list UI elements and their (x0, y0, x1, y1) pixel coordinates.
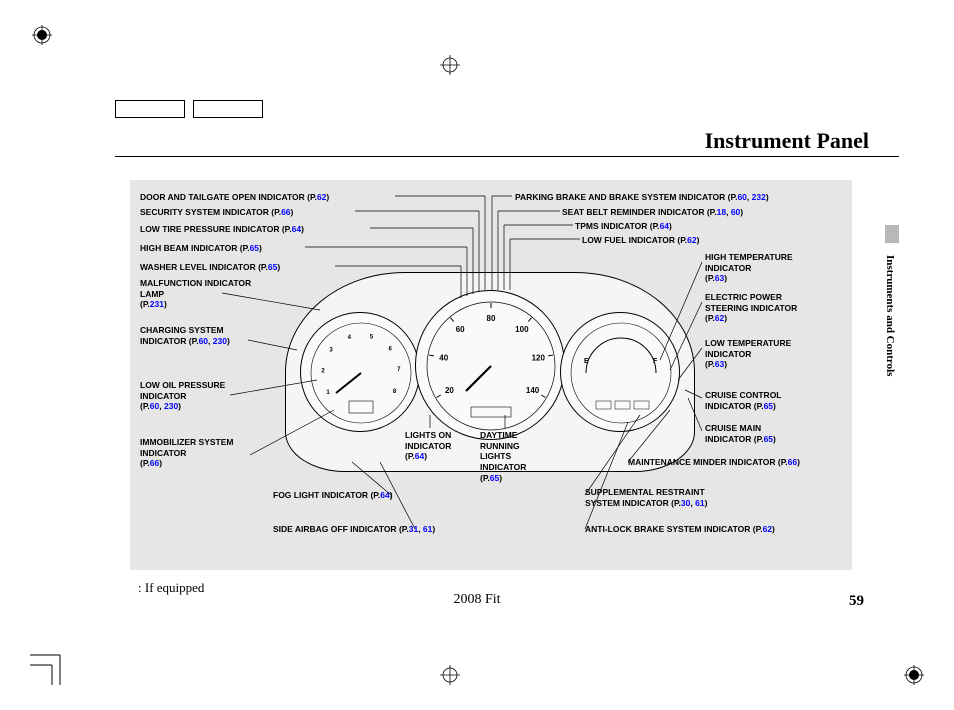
svg-text:7: 7 (397, 367, 401, 373)
indicator-label: MAINTENANCE MINDER INDICATOR (P.66) (628, 457, 800, 468)
svg-text:40: 40 (439, 354, 448, 363)
page-number: 59 (849, 593, 864, 610)
svg-text:60: 60 (456, 325, 465, 334)
indicator-label: ELECTRIC POWERSTEERING INDICATOR(P.62) (705, 292, 797, 324)
indicator-label: CRUISE CONTROLINDICATOR (P.65) (705, 390, 782, 411)
indicator-label: FOG LIGHT INDICATOR (P.64) (273, 490, 393, 501)
title-rule (115, 156, 899, 157)
svg-text:8: 8 (393, 389, 397, 395)
indicator-label: MALFUNCTION INDICATORLAMP(P.231) (140, 278, 251, 310)
speedometer-gauge: 20 40 60 80 100 120 140 (415, 290, 565, 440)
page-title: Instrument Panel (705, 128, 869, 154)
svg-text:120: 120 (532, 354, 546, 363)
indicator-label: WASHER LEVEL INDICATOR (P.65) (140, 262, 280, 273)
svg-text:4: 4 (348, 335, 352, 341)
svg-text:2: 2 (321, 368, 325, 374)
indicator-label: DOOR AND TAILGATE OPEN INDICATOR (P.62) (140, 192, 329, 203)
crop-mark-bc (440, 665, 460, 690)
indicator-label: CHARGING SYSTEMINDICATOR (P.60, 230) (140, 325, 230, 346)
svg-text:5: 5 (370, 334, 374, 340)
tachometer-gauge: 1 2 3 4 5 6 7 8 (300, 312, 420, 432)
svg-text:140: 140 (526, 386, 540, 395)
header-tabs (115, 100, 263, 118)
svg-text:6: 6 (388, 347, 392, 353)
indicator-label: HIGH BEAM INDICATOR (P.65) (140, 243, 262, 254)
svg-text:20: 20 (445, 386, 454, 395)
footer-model: 2008 Fit (0, 592, 954, 608)
indicator-label: SECURITY SYSTEM INDICATOR (P.66) (140, 207, 293, 218)
indicator-label: LOW OIL PRESSUREINDICATOR(P.60, 230) (140, 380, 225, 412)
indicator-label: DAYTIMERUNNINGLIGHTSINDICATOR(P.65) (480, 430, 526, 483)
indicator-label: LOW FUEL INDICATOR (P.62) (582, 235, 699, 246)
side-tab (885, 225, 899, 243)
tab-blank-2 (193, 100, 263, 118)
fuel-temp-gauge: E F (560, 312, 680, 432)
indicator-label: SIDE AIRBAG OFF INDICATOR (P.31, 61) (273, 524, 435, 535)
crop-mark-br (904, 665, 924, 690)
diagram-panel: 1 2 3 4 5 6 7 8 20 40 60 80 100 120 140 E F (130, 180, 852, 570)
svg-text:100: 100 (515, 325, 529, 334)
indicator-label: LIGHTS ONINDICATOR(P.64) (405, 430, 451, 462)
crop-mark-tc (440, 55, 460, 80)
svg-text:F: F (653, 358, 658, 365)
svg-text:3: 3 (329, 348, 333, 354)
side-section-label: Instruments and Controls (884, 255, 896, 376)
crop-mark-tl (32, 25, 52, 50)
indicator-label: SUPPLEMENTAL RESTRAINTSYSTEM INDICATOR (… (585, 487, 707, 508)
indicator-label: ANTI-LOCK BRAKE SYSTEM INDICATOR (P.62) (585, 524, 775, 535)
svg-text:E: E (584, 358, 589, 365)
tab-blank-1 (115, 100, 185, 118)
crop-mark-bl (30, 645, 70, 690)
indicator-label: TPMS INDICATOR (P.64) (575, 221, 672, 232)
indicator-label: PARKING BRAKE AND BRAKE SYSTEM INDICATOR… (515, 192, 769, 203)
indicator-label: IMMOBILIZER SYSTEMINDICATOR(P.66) (140, 437, 234, 469)
svg-text:1: 1 (326, 390, 330, 396)
indicator-label: SEAT BELT REMINDER INDICATOR (P.18, 60) (562, 207, 743, 218)
indicator-label: LOW TEMPERATUREINDICATOR(P.63) (705, 338, 791, 370)
indicator-label: CRUISE MAININDICATOR (P.65) (705, 423, 776, 444)
svg-text:80: 80 (487, 314, 496, 323)
indicator-label: LOW TIRE PRESSURE INDICATOR (P.64) (140, 224, 304, 235)
indicator-label: HIGH TEMPERATUREINDICATOR(P.63) (705, 252, 793, 284)
